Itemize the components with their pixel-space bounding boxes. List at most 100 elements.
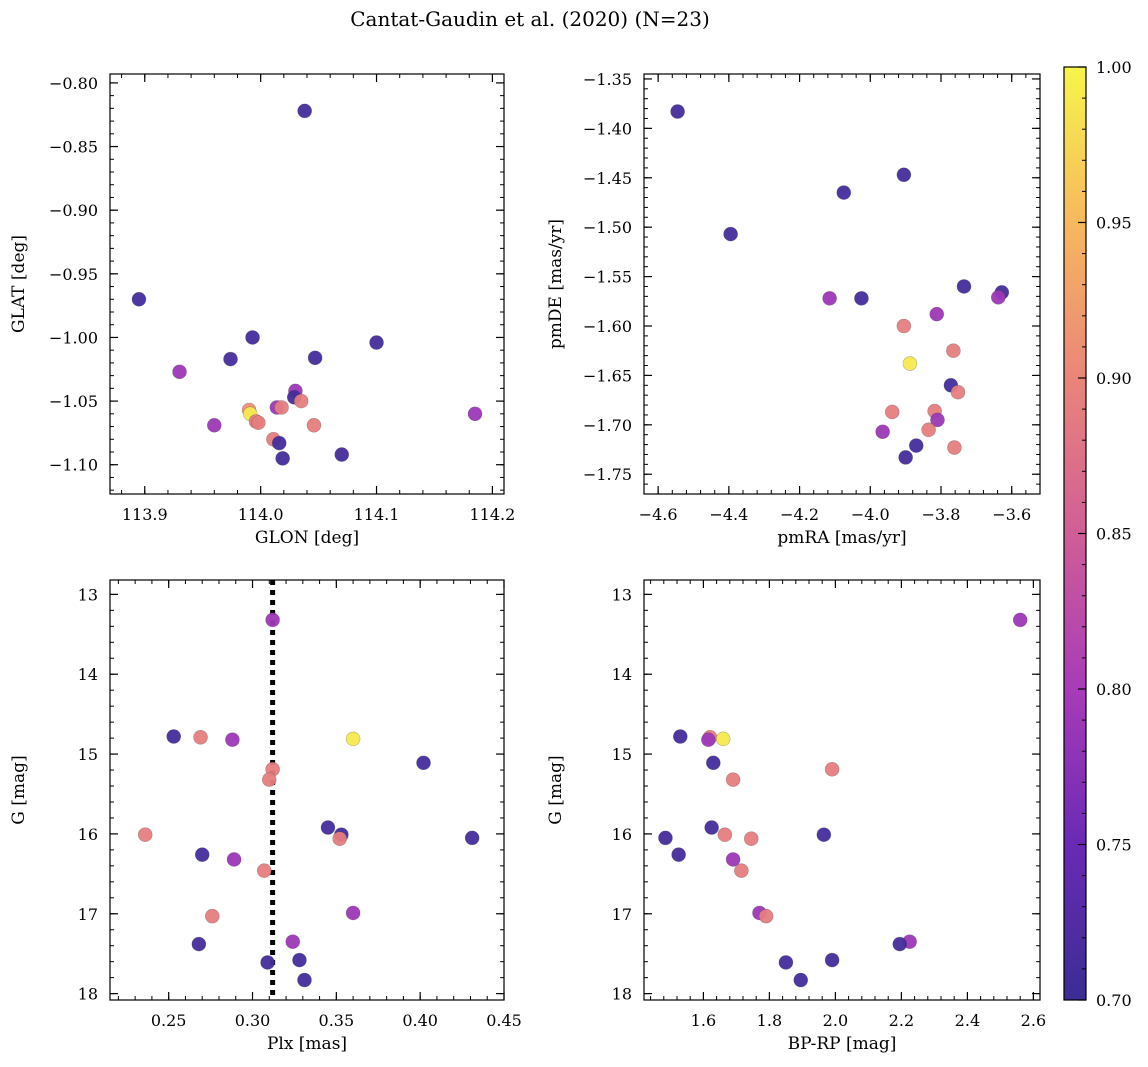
data-point — [898, 450, 913, 465]
data-point — [824, 761, 840, 777]
y-tick-label: −0.90 — [49, 201, 98, 220]
data-point — [245, 330, 260, 345]
data-point — [297, 972, 312, 988]
colorbar-tick-label: 1.00 — [1096, 58, 1132, 77]
y-tick-label: −1.65 — [583, 366, 632, 385]
data-point — [990, 290, 1006, 305]
y-tick-label: 15 — [612, 745, 632, 764]
y-tick-label: −1.40 — [583, 119, 632, 138]
data-point — [921, 422, 936, 438]
y-tick-label: −0.85 — [49, 138, 98, 157]
data-point — [131, 291, 147, 307]
data-point — [896, 318, 912, 334]
data-point — [672, 729, 688, 744]
data-point — [896, 167, 912, 183]
data-point — [836, 185, 852, 200]
y-tick-label: 18 — [78, 985, 98, 1004]
data-point — [332, 831, 347, 847]
y-tick-label: 14 — [78, 665, 98, 684]
panel-glon-glat: 113.9 114.0 114.1 114.2 −0.80 −0.85 −0.90 −0.95… — [9, 73, 515, 548]
data-point — [193, 730, 208, 745]
data-point — [194, 847, 210, 862]
y-tick-label: 18 — [612, 985, 632, 1004]
data-point — [467, 406, 483, 422]
data-point — [930, 412, 945, 428]
x-tick-label: −3.8 — [922, 505, 961, 524]
y-tick-label: 16 — [612, 825, 632, 844]
data-point — [723, 226, 738, 242]
data-point — [824, 952, 840, 968]
y-axis-label: G [mag] — [546, 755, 566, 824]
y-tick-label: 17 — [78, 905, 98, 924]
data-point — [293, 393, 309, 409]
y-axis-label: GLAT [deg] — [9, 235, 29, 333]
minor-ticks — [110, 580, 505, 1000]
data-point — [204, 908, 220, 924]
data-point — [956, 279, 972, 294]
plot-frame — [109, 73, 505, 495]
panel-plx-g: 0.25 0.30 0.35 0.40 0.45 13 14 15 16 17 18 Plx [mas… — [9, 579, 522, 1054]
data-point — [260, 955, 275, 970]
data-point — [223, 351, 238, 367]
y-tick-label: 15 — [78, 745, 98, 764]
data-point — [670, 104, 685, 119]
y-axis-label: G [mag] — [9, 755, 29, 824]
data-point — [892, 936, 908, 952]
data-point — [166, 729, 182, 744]
panel-pmra-pmde: −4.6 −4.4 −4.2 −4.0 −3.8 −3.6 −1.35 −1.40 −1.45 −… — [546, 70, 1041, 548]
x-axis-label: Plx [mas] — [267, 1034, 347, 1054]
data-point — [345, 905, 361, 921]
data-point — [285, 934, 301, 950]
data-point — [793, 972, 809, 988]
x-tick-label: 0.25 — [151, 1011, 187, 1030]
data-point — [715, 731, 731, 747]
y-tick-label: −1.70 — [583, 416, 632, 435]
data-point — [191, 936, 207, 952]
colorbar-tick-label: 0.85 — [1096, 525, 1132, 544]
data-point — [275, 451, 290, 466]
y-tick-label: 17 — [612, 905, 632, 924]
data-point — [1012, 612, 1028, 628]
x-tick-label: −4.0 — [851, 505, 890, 524]
data-point — [854, 291, 869, 306]
x-tick-label: 0.40 — [402, 1011, 438, 1030]
x-axis-label: BP-RP [mag] — [788, 1034, 897, 1054]
x-tick-label: 2.6 — [1021, 1011, 1046, 1030]
y-tick-label: −1.55 — [583, 268, 632, 287]
data-point — [822, 291, 837, 306]
data-point — [725, 772, 741, 787]
data-point — [929, 306, 945, 322]
x-tick-label: 1.8 — [757, 1011, 782, 1030]
y-tick-label: −1.10 — [49, 456, 98, 475]
data-point — [320, 820, 336, 835]
data-point — [758, 908, 774, 924]
data-point — [705, 755, 721, 771]
data-point — [902, 356, 918, 371]
y-tick-label: −1.45 — [583, 169, 632, 188]
data-point — [464, 830, 480, 846]
minor-ticks — [643, 74, 1041, 495]
y-tick-label: −0.95 — [49, 265, 98, 284]
data-point — [884, 404, 900, 420]
plot-frame — [643, 73, 1041, 495]
data-point — [307, 350, 323, 366]
x-tick-label: −3.6 — [992, 505, 1031, 524]
y-axis-label: pmDE [mas/yr] — [546, 219, 566, 349]
colorbar-tick-label: 0.90 — [1096, 369, 1132, 388]
data-point — [908, 438, 924, 453]
data-point — [725, 852, 741, 867]
data-point — [206, 417, 222, 433]
data-point — [345, 731, 361, 747]
data-point — [271, 435, 287, 451]
data-point — [256, 863, 272, 878]
data-point — [251, 415, 266, 431]
y-tick-label: 13 — [78, 585, 98, 604]
y-tick-label: −0.80 — [49, 74, 98, 93]
data-point — [947, 440, 962, 455]
y-tick-label: 16 — [78, 825, 98, 844]
y-tick-label: −1.05 — [49, 392, 98, 411]
data-point — [946, 343, 961, 359]
data-point — [717, 827, 733, 843]
data-point — [671, 847, 686, 862]
